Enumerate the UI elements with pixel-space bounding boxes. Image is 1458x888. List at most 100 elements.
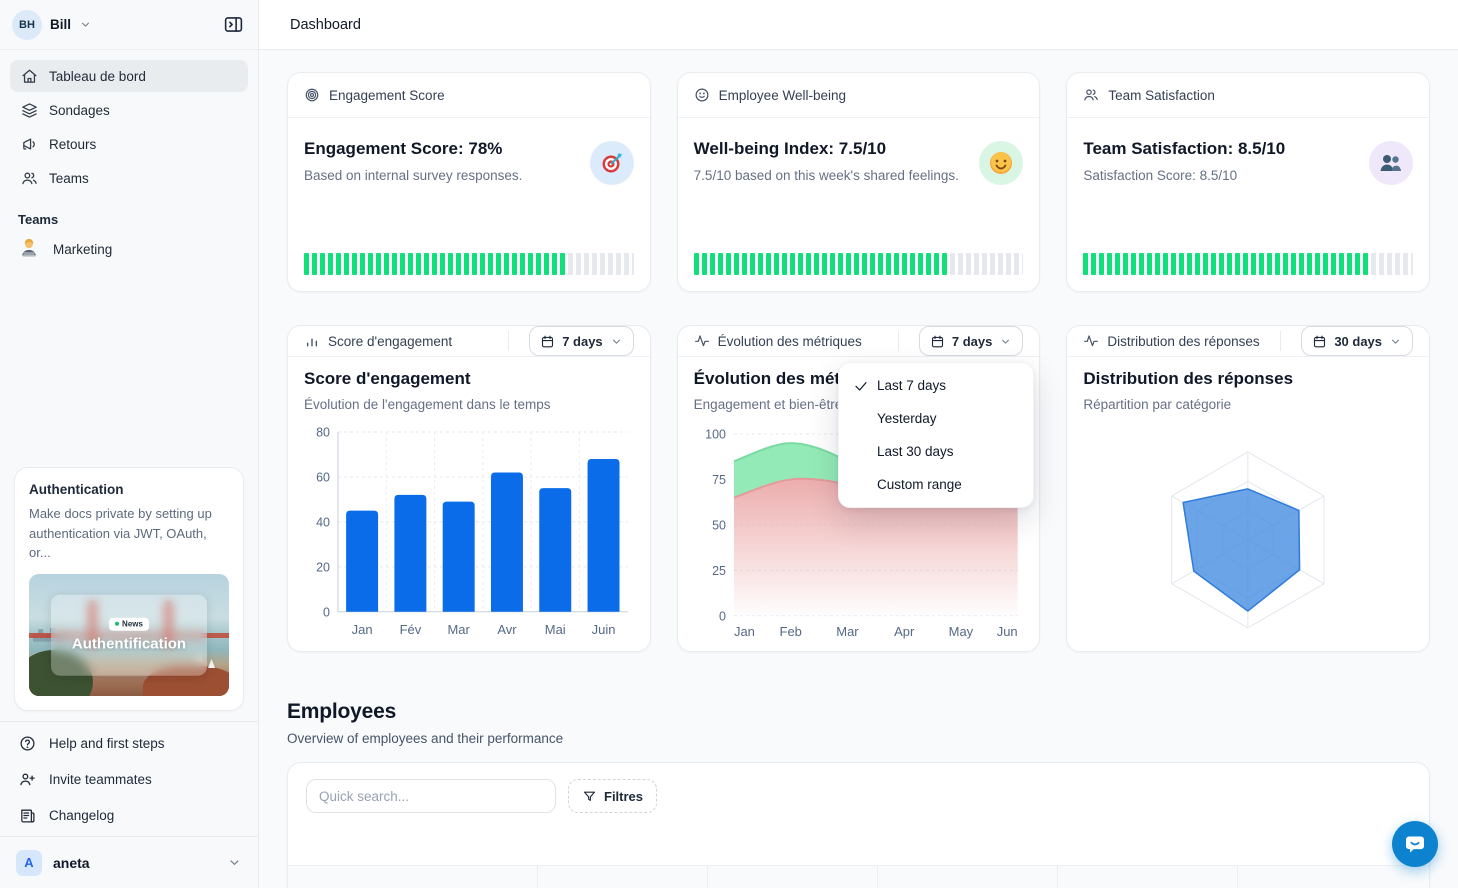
sidebar-footer-links: Help and first steps Invite teammates Chan…: [0, 721, 258, 836]
sidebar-item-tableau-de-bord[interactable]: Tableau de bord: [10, 60, 248, 92]
column-header-user[interactable]: User: [288, 866, 538, 888]
workspace-switcher[interactable]: A aneta: [0, 836, 258, 888]
menu-item-yesterday[interactable]: Yesterday: [839, 402, 1033, 435]
users-icon: [21, 170, 38, 187]
avatar[interactable]: BH: [12, 9, 42, 40]
chevron-down-icon: [999, 335, 1012, 348]
kpi-progress-bar: [1083, 253, 1414, 275]
menu-item-label: Last 7 days: [877, 378, 947, 393]
busts-emoji-icon: [1369, 141, 1414, 185]
column-header-participation[interactable]: Participation: [878, 866, 1058, 888]
chevron-down-icon: [1389, 335, 1402, 348]
column-header-performance[interactable]: Performance: [1058, 866, 1238, 888]
kpi-title: Team Satisfaction: 8.5/10: [1083, 139, 1286, 158]
calendar-icon: [1312, 334, 1327, 349]
kpi-card-header: Employee Well-being: [677, 73, 1040, 118]
megaphone-icon: [21, 136, 38, 153]
kpi-title: Well-being Index: 7.5/10: [693, 139, 887, 158]
sidebar-team-marketing[interactable]: Marketing: [0, 233, 258, 265]
employees-title: Employees: [287, 700, 397, 723]
kpi-progress-bar: [693, 253, 1024, 275]
employees-section: Employees Overview of employees and thei…: [287, 700, 1430, 888]
svg-text:100: 100: [705, 427, 726, 441]
chart-card-title: Distribution des réponses: [1107, 333, 1260, 349]
svg-text:60: 60: [316, 470, 330, 484]
kpi-row: Engagement Score Engagement Score: 78% Bas…: [287, 72, 1431, 292]
chart-card-title: Évolution des métriques: [717, 333, 862, 349]
period-select-button[interactable]: 7 days: [918, 326, 1024, 356]
svg-text:Apr: Apr: [894, 624, 915, 639]
period-select-button[interactable]: 30 days: [1301, 326, 1414, 356]
kpi-card-header: Engagement Score: [288, 73, 650, 118]
check-icon: [853, 411, 869, 427]
sidebar-item-label: Teams: [49, 170, 89, 186]
sidebar-link-changelog[interactable]: Changelog: [0, 797, 258, 833]
user-plus-icon: [19, 771, 36, 788]
svg-text:Juin: Juin: [592, 622, 616, 637]
period-select-button[interactable]: 7 days: [529, 326, 634, 356]
search-input[interactable]: [306, 779, 556, 813]
sidebar-item-sondages[interactable]: Sondages: [10, 94, 248, 126]
svg-text:20: 20: [316, 560, 330, 574]
period-dropdown-menu: Last 7 days Yesterday Last 30 days Custom r…: [838, 362, 1034, 508]
sidebar-user-row: BH Bill: [0, 0, 258, 50]
news-dot-icon: [115, 621, 120, 626]
menu-item-label: Custom range: [877, 477, 962, 492]
svg-text:May: May: [948, 624, 973, 639]
column-header-tasks[interactable]: Tasks: [1238, 866, 1429, 888]
sidebar-item-label: Retours: [49, 136, 97, 152]
svg-text:Avr: Avr: [497, 622, 517, 637]
chart-subtitle: Évolution de l'engagement dans le temps: [304, 397, 551, 412]
topbar: Dashboard: [259, 0, 1458, 50]
chat-bubble-icon: [1406, 836, 1424, 853]
menu-item-label: Last 30 days: [877, 444, 954, 459]
svg-text:50: 50: [712, 518, 726, 532]
menu-item-custom-range[interactable]: Custom range: [839, 468, 1033, 501]
calendar-icon: [930, 334, 945, 349]
chat-launcher-button[interactable]: [1392, 821, 1438, 867]
check-icon: [853, 444, 869, 460]
promo-image[interactable]: News Authentification: [29, 574, 229, 696]
sidebar-item-label: Sondages: [49, 102, 110, 118]
kpi-progress-bar: [304, 253, 634, 275]
help-icon: [19, 735, 36, 752]
promo-card[interactable]: Authentication Make docs private by sett…: [14, 466, 244, 711]
sidebar-collapse-button[interactable]: [220, 12, 246, 38]
target-icon: [304, 87, 320, 103]
kpi-card-engagement-score: Engagement Score Engagement Score: 78% Bas…: [287, 72, 651, 292]
activity-icon: [694, 333, 710, 349]
menu-item-last-30-days[interactable]: Last 30 days: [839, 435, 1033, 468]
kpi-card-team-satisfaction: Team Satisfaction Team Satisfaction: 8.5/…: [1066, 72, 1431, 292]
page-title: Dashboard: [290, 16, 361, 33]
table-header-row: UserTeamPositionParticipationPerformance…: [288, 865, 1429, 888]
chevron-down-icon: [610, 335, 623, 348]
filters-button[interactable]: Filtres: [568, 779, 658, 813]
team-emoji-icon: [18, 237, 40, 262]
smiley-emoji-icon: [979, 141, 1024, 185]
menu-item-label: Yesterday: [877, 411, 937, 426]
funnel-icon: [582, 789, 597, 804]
chevron-down-icon: [227, 855, 242, 870]
panel-collapse-icon: [223, 14, 244, 35]
kpi-subtitle: Satisfaction Score: 8.5/10: [1083, 168, 1238, 183]
chart-card-title: Score d'engagement: [328, 333, 453, 349]
sidebar-item-retours[interactable]: Retours: [10, 128, 248, 160]
column-header-team[interactable]: Team: [538, 866, 708, 888]
teams-section-label: Teams: [18, 212, 59, 227]
sidebar-link-help-and-first-steps[interactable]: Help and first steps: [0, 725, 258, 761]
promo-caption: Authentification: [71, 635, 187, 653]
user-name[interactable]: Bill: [50, 17, 72, 32]
sidebar-link-invite-teammates[interactable]: Invite teammates: [0, 761, 258, 797]
svg-text:75: 75: [712, 473, 726, 487]
menu-item-last-7-days[interactable]: Last 7 days: [839, 369, 1033, 402]
check-icon: [853, 477, 869, 493]
promo-description: Make docs private by setting up authenti…: [29, 505, 212, 561]
svg-text:80: 80: [316, 425, 330, 439]
chevron-down-icon[interactable]: [79, 18, 92, 31]
check-icon: [853, 378, 869, 394]
promo-overlay: News Authentification: [51, 594, 207, 676]
sidebar-item-teams[interactable]: Teams: [10, 162, 248, 194]
dart-emoji-icon: [589, 141, 634, 185]
column-header-position[interactable]: Position: [708, 866, 878, 888]
svg-text:Jan: Jan: [352, 622, 373, 637]
